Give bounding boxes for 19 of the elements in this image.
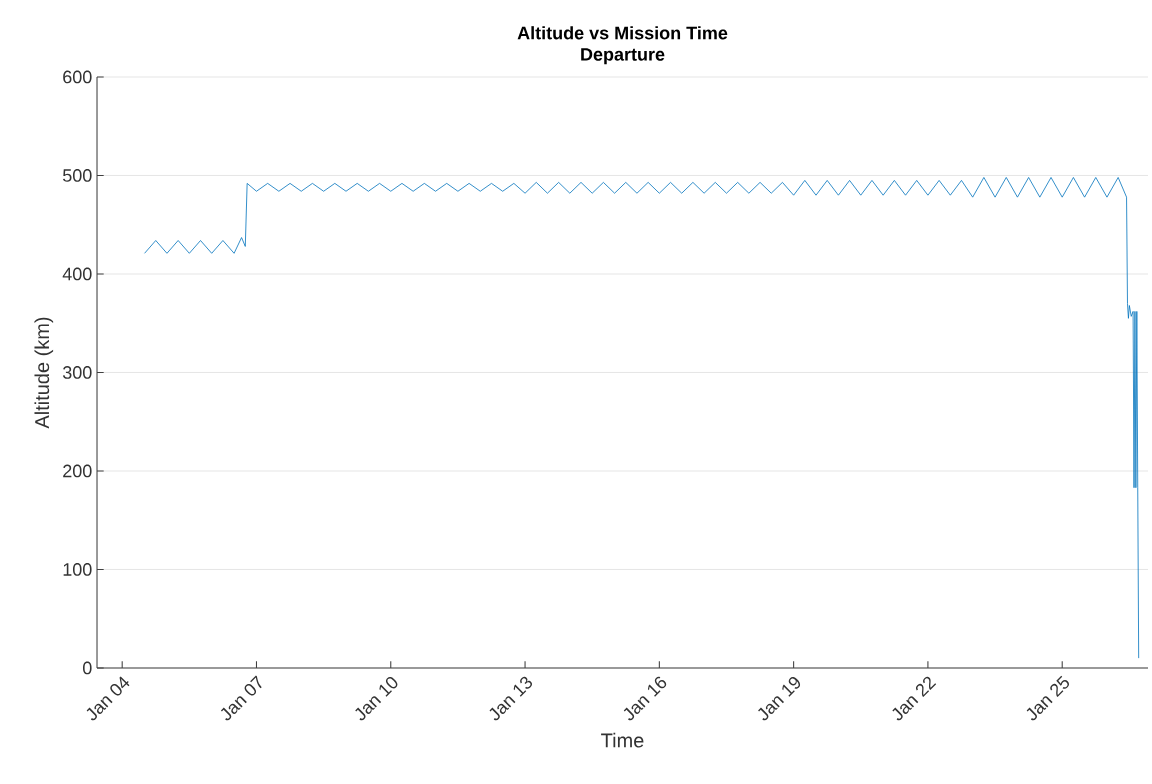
y-tick-label: 600	[63, 70, 92, 84]
x-tick-label: Jan 25	[1026, 675, 1070, 721]
chart-title: Altitude vs Mission Time	[517, 26, 728, 40]
chart-subtitle: Departure	[581, 48, 665, 65]
y-tick-label: 500	[62, 169, 92, 182]
y-tick-label: 100	[63, 563, 92, 576]
y-axis-title: Altitude (km)	[34, 317, 54, 429]
x-tick-label: Jan 19	[758, 677, 801, 721]
x-tick-label: Jan 10	[355, 676, 398, 721]
x-axis-title: Time	[601, 732, 644, 748]
x-tick-label: Jan 04	[86, 676, 130, 721]
y-tick-label: 0	[83, 661, 92, 675]
x-tick-label: Jan 13	[489, 676, 533, 721]
x-tick-label: Jan 22	[892, 676, 937, 721]
x-tick-label: Jan 07	[220, 675, 262, 721]
y-tick-label: 400	[62, 267, 92, 281]
x-tick-label: Jan 16	[623, 676, 667, 721]
y-tick-label: 300	[62, 366, 92, 379]
y-tick-label: 200	[63, 464, 92, 478]
